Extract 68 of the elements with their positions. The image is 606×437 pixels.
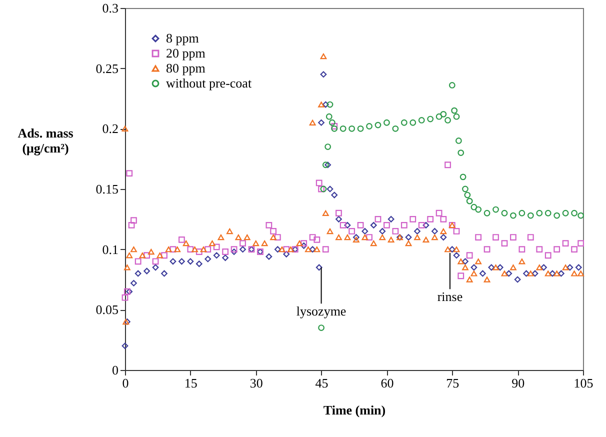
x-tick-label: 0 [122, 376, 129, 390]
point [320, 186, 327, 192]
point [366, 123, 372, 130]
point [544, 210, 552, 216]
point [462, 186, 468, 192]
point [326, 113, 332, 120]
point [554, 212, 560, 219]
point [392, 125, 399, 132]
point [326, 101, 334, 108]
point [418, 117, 425, 124]
point [331, 125, 338, 132]
y-tick-label: 0.25 [96, 60, 118, 76]
x-tick-label: 105 [574, 376, 594, 390]
point [340, 125, 346, 132]
point [460, 174, 466, 180]
point [501, 210, 508, 216]
y-tick-label: 0 [112, 362, 118, 378]
legend-label: without pre-coat [166, 76, 252, 90]
y-tick-label: 0.15 [96, 182, 118, 196]
point [518, 210, 526, 216]
point [348, 125, 356, 132]
point [571, 210, 578, 216]
point [475, 206, 482, 213]
point [444, 117, 451, 124]
point [453, 113, 460, 120]
point [527, 212, 534, 219]
point [357, 125, 364, 132]
legend-label: 20 ppm [166, 46, 206, 60]
point [427, 116, 434, 122]
point [492, 206, 499, 213]
y-tick-label: 0.05 [96, 302, 118, 318]
point [400, 119, 408, 126]
legend-label: 8 ppm [166, 30, 199, 46]
y-tick-label: 0.2 [102, 121, 118, 136]
point [455, 138, 462, 144]
point [510, 212, 516, 219]
point [374, 122, 382, 128]
x-tick-label: 15 [184, 376, 198, 390]
x-tick-label: 90 [512, 376, 525, 390]
x-tick-label: 75 [446, 376, 460, 390]
point [466, 198, 473, 204]
point [451, 107, 458, 114]
point [440, 110, 447, 118]
point [322, 162, 329, 168]
x-tick-label: 45 [315, 376, 328, 390]
point [436, 113, 442, 120]
point [328, 119, 336, 126]
point [470, 204, 478, 210]
point [536, 210, 543, 216]
y-tick-label: 0.1 [102, 242, 118, 257]
point [484, 210, 490, 216]
point [448, 82, 456, 88]
legend-label: 80 ppm [166, 60, 206, 76]
point [318, 324, 324, 331]
point [562, 210, 569, 216]
point [324, 144, 332, 150]
point [384, 119, 390, 126]
y-tick-label: 0.3 [102, 0, 118, 16]
point [410, 119, 416, 126]
x-axis-title: Time (min) [323, 402, 386, 418]
x-tick-label: 60 [380, 376, 394, 390]
y-axis-title: Ads. mass (μg/cm²) [18, 126, 74, 156]
annotation: rinse [437, 289, 463, 304]
annotation: lysozyme [296, 304, 346, 319]
point [578, 212, 584, 219]
point [458, 150, 464, 156]
point [464, 192, 471, 198]
x-tick-label: 30 [250, 376, 263, 390]
